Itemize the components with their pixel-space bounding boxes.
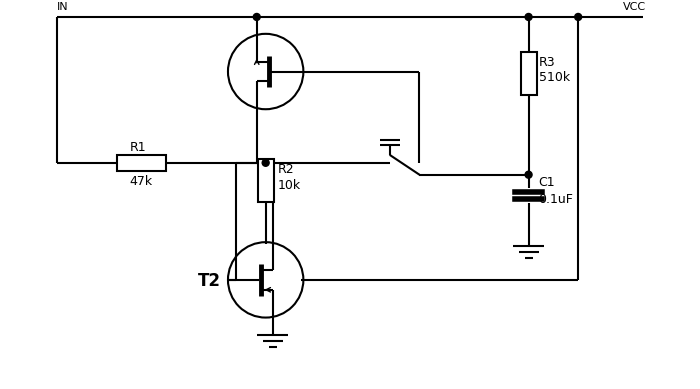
Circle shape	[525, 171, 532, 178]
Bar	[117, 155, 167, 171]
Text: VCC: VCC	[623, 2, 646, 12]
Text: R3: R3	[538, 56, 555, 68]
Text: T2: T2	[198, 272, 221, 290]
Text: C1: C1	[538, 175, 555, 189]
Circle shape	[525, 14, 532, 21]
Text: 510k: 510k	[538, 72, 570, 84]
Circle shape	[575, 14, 582, 21]
Text: 0.1uF: 0.1uF	[538, 193, 573, 207]
Circle shape	[253, 14, 260, 21]
Text: R2: R2	[278, 163, 294, 176]
Text: 10k: 10k	[278, 179, 301, 192]
Text: 47k: 47k	[130, 175, 153, 187]
Bar	[521, 52, 536, 95]
Text: IN: IN	[57, 2, 69, 12]
Circle shape	[262, 159, 269, 166]
Bar	[258, 159, 274, 203]
Text: R1: R1	[130, 141, 146, 154]
